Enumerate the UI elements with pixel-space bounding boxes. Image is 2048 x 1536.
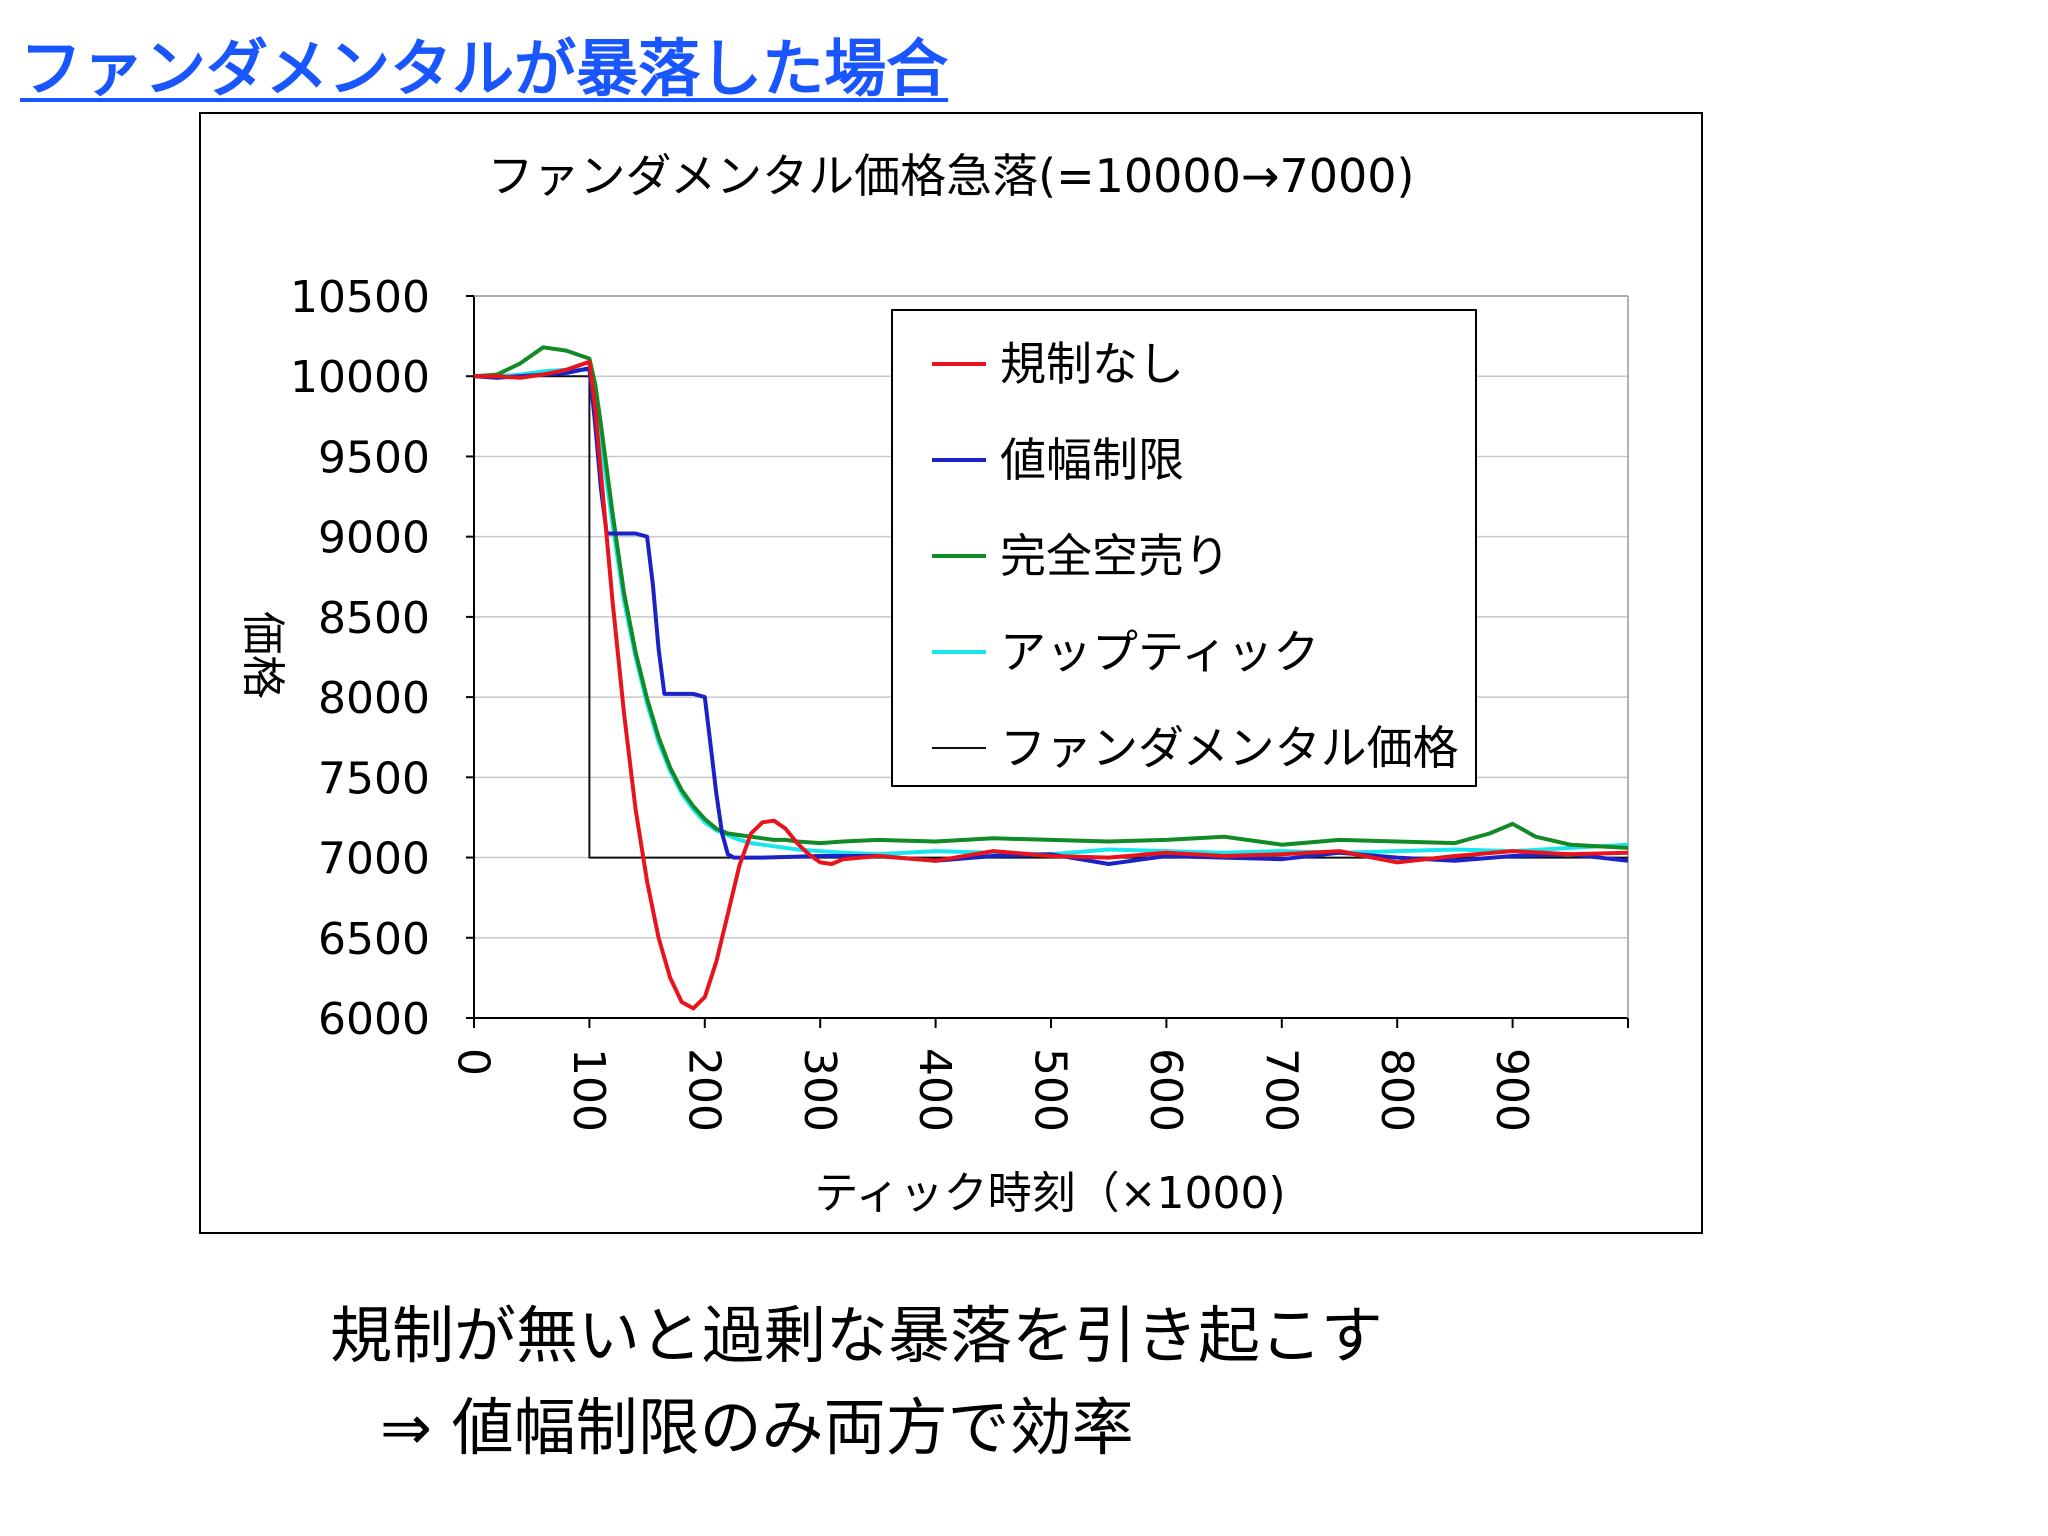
chart-title: ファンダメンタル価格急落(=10000→7000) [488, 149, 1415, 203]
series-line-3 [474, 367, 1629, 857]
conclusion-line-2: ⇒ 値幅制限のみ両方で効率 [380, 1391, 1134, 1464]
y-tick-label: 10000 [290, 352, 430, 403]
y-tick-label: 6500 [318, 914, 430, 965]
x-tick-label: 300 [794, 1048, 845, 1132]
y-tick-label: 7000 [318, 834, 430, 885]
x-tick-label: 0 [448, 1048, 499, 1076]
x-tick-label: 400 [909, 1048, 960, 1132]
conclusion-line-1: 規制が無いと過剰な暴落を引き起こす [330, 1299, 1383, 1372]
y-tick-label: 9500 [318, 432, 430, 483]
legend-box [891, 309, 1477, 787]
x-tick-label: 100 [563, 1048, 614, 1132]
legend-label: 値幅制限 [1000, 433, 1184, 487]
y-tick-label: 10500 [290, 272, 430, 323]
x-tick-label: 600 [1140, 1048, 1191, 1132]
y-tick-label: 9000 [318, 513, 430, 564]
y-tick-label: 6000 [318, 994, 430, 1045]
conclusion-text: 規制が無いと過剰な暴落を引き起こす ⇒ 値幅制限のみ両方で効率 [330, 1290, 1383, 1474]
legend-label: アップティック [1000, 625, 1319, 679]
y-tick-label: 7500 [318, 753, 430, 804]
y-tick-label: 8000 [318, 673, 430, 724]
x-axis-label: ティック時刻（×1000) [814, 1168, 1285, 1219]
y-tick-label: 8500 [318, 593, 430, 644]
axes: 6000650070007500800085009000950010000105… [290, 272, 1629, 1132]
legend-label: ファンダメンタル価格 [1000, 721, 1459, 775]
series-lines [473, 345, 1629, 1011]
x-tick-label: 200 [678, 1048, 729, 1132]
x-tick-label: 900 [1486, 1048, 1537, 1132]
series-line-0 [474, 359, 1629, 1011]
y-axis-label: 価格 [237, 611, 288, 699]
legend-label: 規制なし [1000, 337, 1184, 391]
legend-label: 完全空売り [1000, 529, 1230, 583]
series-line-2 [473, 345, 1629, 850]
x-tick-label: 700 [1255, 1048, 1306, 1132]
x-tick-label: 800 [1371, 1048, 1422, 1132]
x-tick-label: 500 [1025, 1048, 1076, 1132]
slide-title: ファンダメンタルが暴落した場合 [20, 32, 949, 105]
